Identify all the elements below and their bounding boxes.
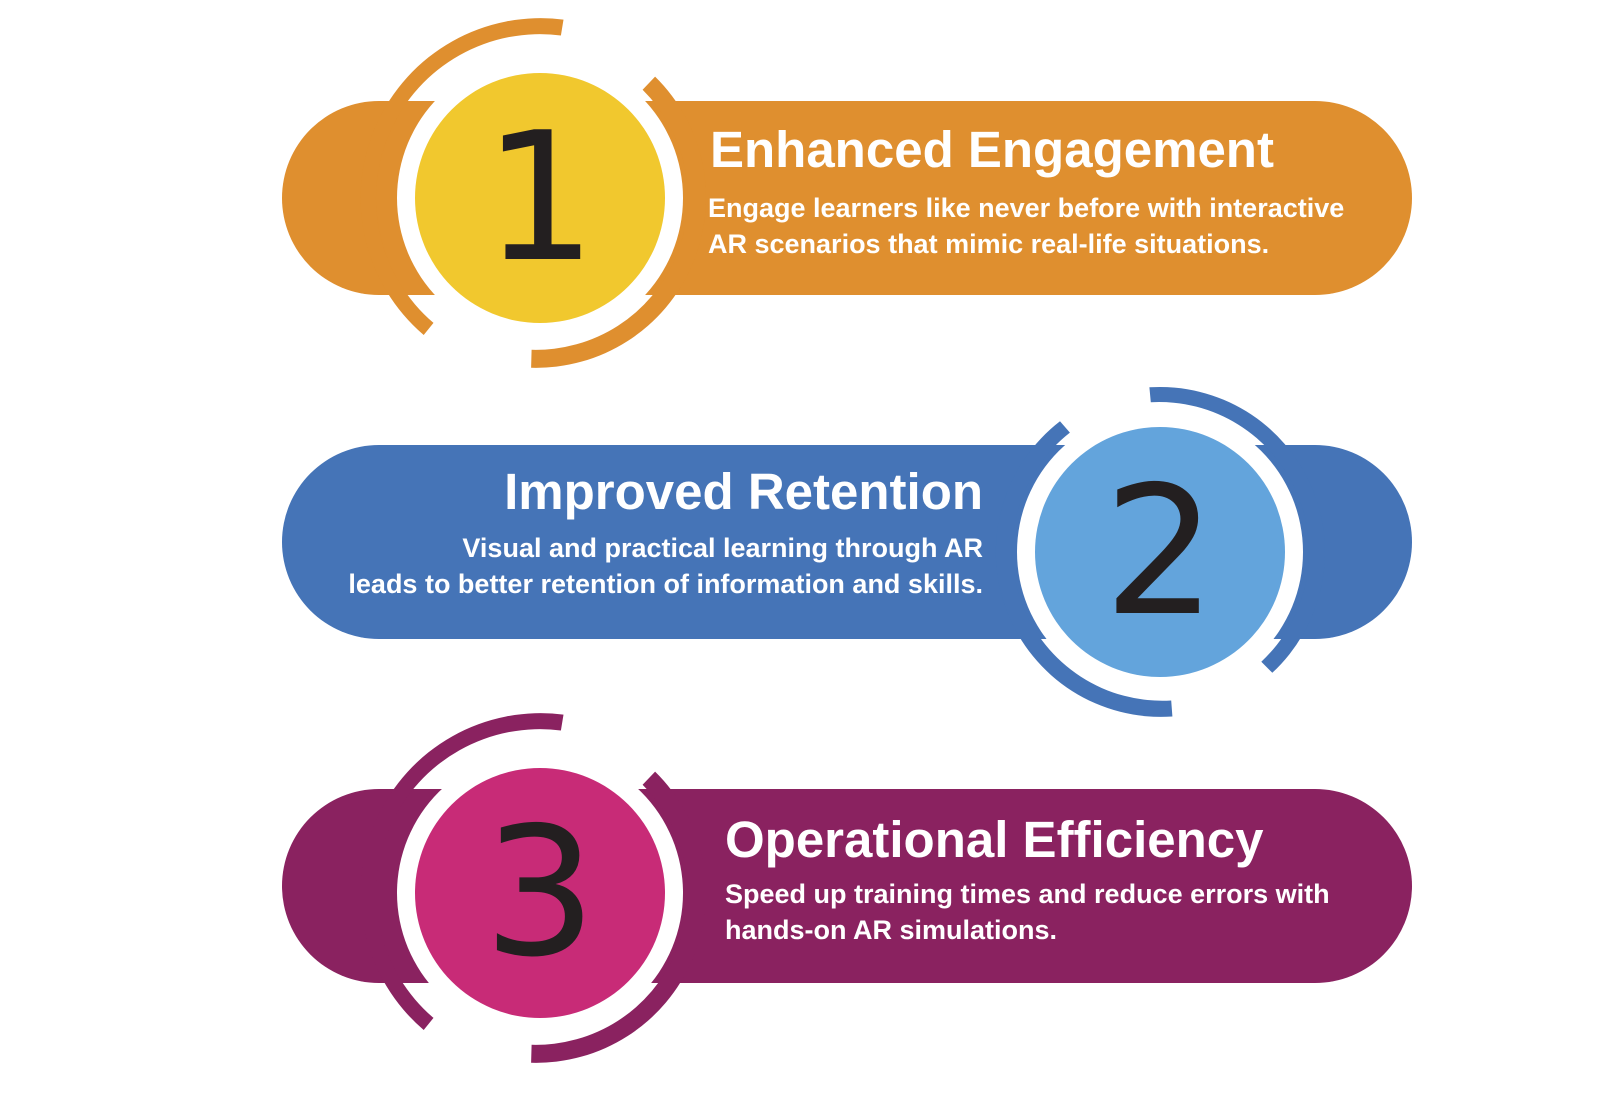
step-description-2: Visual and practical learning through AR… (348, 530, 983, 602)
step-description-2-line-2: leads to better retention of information… (348, 569, 983, 599)
step-card-3: 3 Operational Efficiency Speed up traini… (0, 713, 1620, 1063)
step-number-3: 3 (483, 789, 597, 996)
step-title-3: Operational Efficiency (725, 811, 1264, 868)
step-description-1: Engage learners like never before with i… (708, 190, 1344, 262)
step-description-3-line-1: Speed up training times and reduce error… (725, 879, 1330, 909)
step-card-1-graphic (282, 18, 1412, 368)
step-description-1-line-1: Engage learners like never before with i… (708, 193, 1345, 223)
step-card-3-graphic (282, 713, 1412, 1063)
step-card-2-graphic (282, 386, 1412, 717)
step-description-3-line-2: hands-on AR simulations. (725, 915, 1058, 945)
step-title-2: Improved Retention (504, 463, 983, 520)
step-description-3: Speed up training times and reduce error… (725, 876, 1330, 948)
step-description-1-line-2: AR scenarios that mimic real-life situat… (708, 229, 1270, 259)
step-title-1: Enhanced Engagement (710, 121, 1274, 178)
step-description-2-line-1: Visual and practical learning through AR (462, 533, 983, 563)
step-card-1: 1 Enhanced Engagement Engage learners li… (0, 18, 1620, 370)
step-number-1: 1 (483, 94, 597, 301)
step-card-2: 2 Improved Retention Visual and practica… (0, 380, 1620, 720)
step-number-2: 2 (1103, 448, 1217, 655)
